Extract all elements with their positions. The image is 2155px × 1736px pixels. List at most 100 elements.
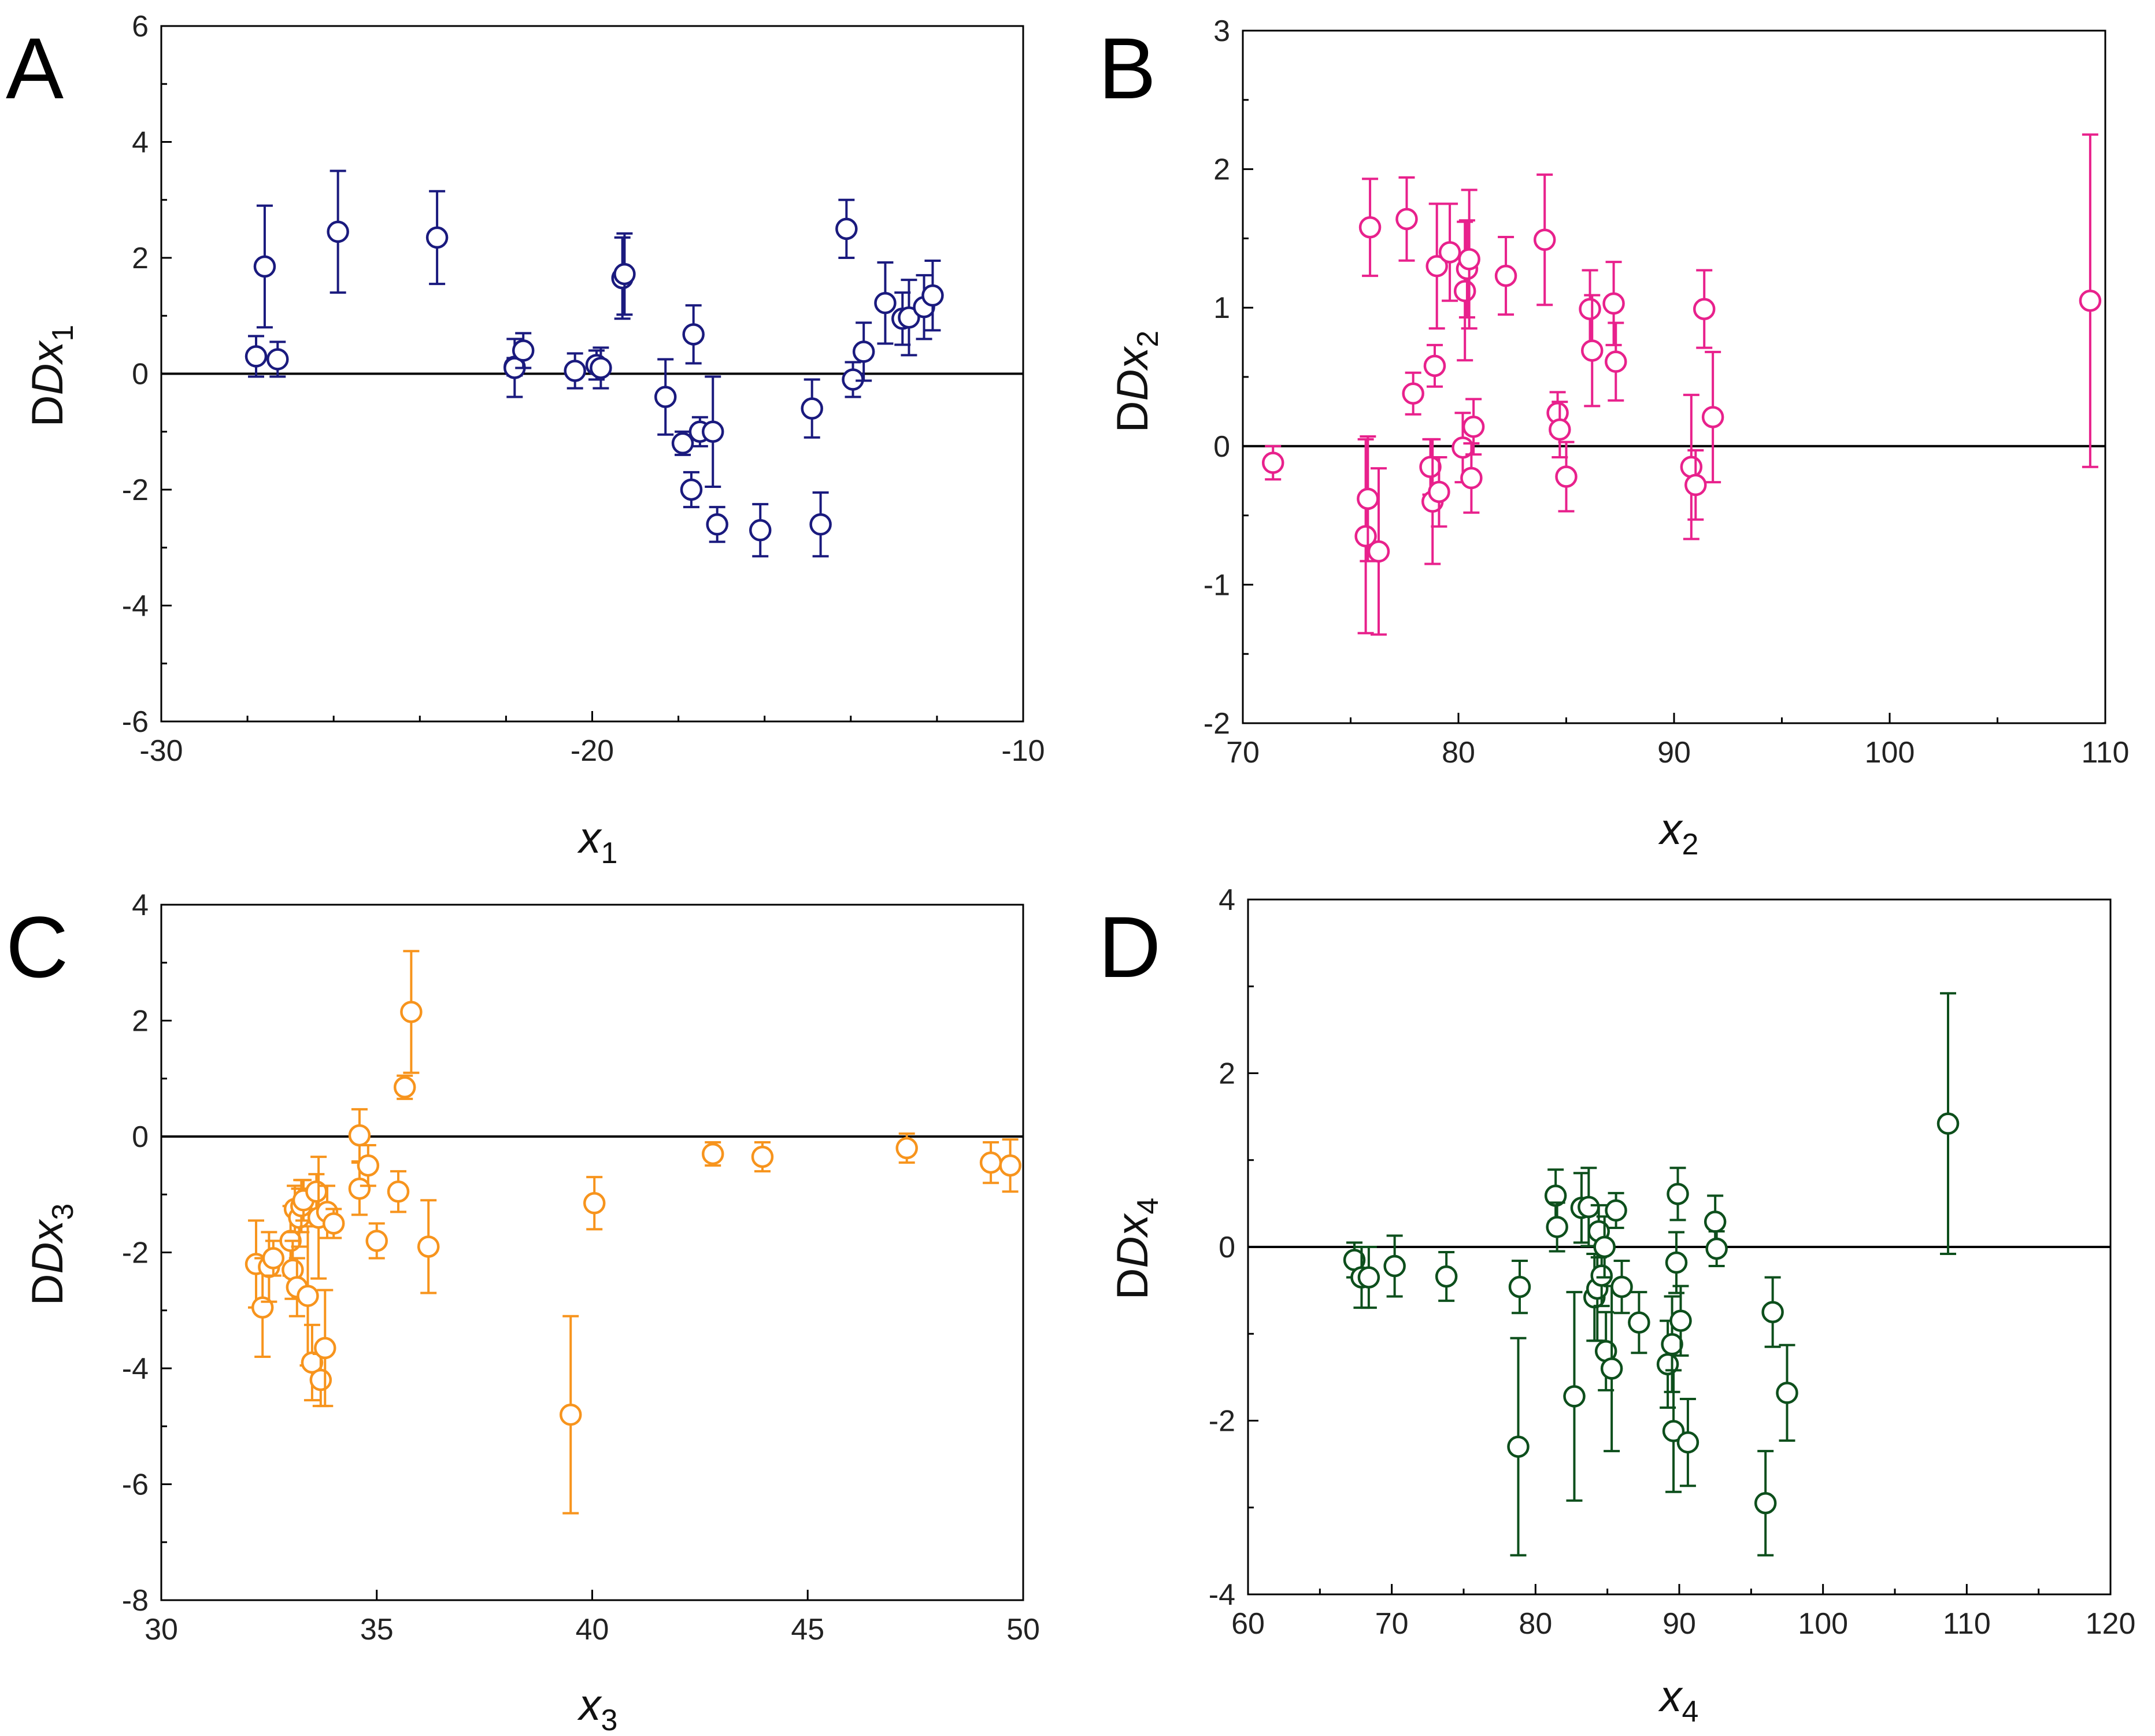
data-point-b <box>1494 264 1517 287</box>
data-point-d <box>1508 1275 1531 1298</box>
data-point-d <box>1662 1420 1685 1442</box>
data-point-d <box>1590 1264 1613 1287</box>
data-point-d <box>1776 1382 1798 1404</box>
data-point-d <box>1665 1251 1688 1274</box>
data-point-b <box>1357 487 1379 510</box>
data-point-c <box>387 1180 410 1203</box>
data-point-a <box>327 220 349 243</box>
data-point-b <box>1693 298 1716 320</box>
data-point-d <box>1761 1301 1784 1323</box>
data-point-b <box>1680 456 1703 478</box>
panel-d: D 60 70 80 90 100 110 120 -4 -2 0 2 4 x4 DDx4 <box>1098 883 2135 1728</box>
data-point-d <box>1600 1357 1623 1380</box>
data-point-b <box>1555 465 1578 488</box>
data-point-b <box>1419 456 1442 478</box>
data-point-c <box>297 1285 319 1307</box>
x-tick-label-c: 35 <box>360 1613 394 1646</box>
x-tick-label-d: 100 <box>1798 1607 1848 1641</box>
data-point-d <box>1628 1311 1650 1334</box>
data-point-d <box>1661 1333 1683 1356</box>
data-point-b <box>1423 354 1446 377</box>
y-tick-label-d: -2 <box>1209 1405 1235 1438</box>
data-point-d <box>1593 1235 1616 1258</box>
data-point-c <box>309 1368 332 1391</box>
data-point-b <box>1458 248 1480 271</box>
x-tick-label-b: 100 <box>1865 736 1915 769</box>
data-point-d <box>1435 1265 1458 1288</box>
data-point-b <box>1438 241 1461 264</box>
data-point-a <box>266 348 289 371</box>
y-tick-label-a: 2 <box>132 242 149 275</box>
x-tick-label-b: 90 <box>1657 736 1691 769</box>
data-point-c <box>393 1076 416 1099</box>
data-point-d <box>1676 1431 1699 1454</box>
y-tick-label-a: -2 <box>122 473 149 507</box>
y-tick-label-c: -6 <box>122 1468 149 1502</box>
y-tick-label-a: 6 <box>132 10 149 43</box>
data-point-b <box>1354 525 1377 547</box>
data-point-c <box>365 1230 388 1252</box>
y-axis-title-b: DDx2 <box>1108 331 1165 433</box>
y-axis-title-a: DDx1 <box>23 325 80 427</box>
data-point-b <box>1605 350 1627 373</box>
x-tick-label-b: 110 <box>2082 736 2130 769</box>
data-point-b <box>1395 208 1418 231</box>
data-points-b <box>1261 133 2102 636</box>
y-tick-label-c: 0 <box>132 1120 149 1154</box>
data-points-d <box>1343 992 1960 1557</box>
data-point-a <box>701 420 724 443</box>
data-point-b <box>1367 540 1390 563</box>
y-tick-label-b: 0 <box>1213 430 1230 464</box>
data-point-a <box>253 255 276 278</box>
panel-c: C 30 35 40 45 50 -8 -6 -4 -2 0 2 4 x3 DDx3 <box>6 889 1040 1736</box>
data-point-b <box>1358 216 1382 239</box>
x-tick-label-c: 30 <box>145 1613 178 1646</box>
data-point-c <box>999 1154 1021 1177</box>
x-tick-label-d: 60 <box>1231 1607 1265 1641</box>
data-point-a <box>706 513 728 536</box>
x-tick-label-c: 50 <box>1006 1613 1040 1646</box>
data-point-a <box>245 345 268 368</box>
x-tick-label-b: 80 <box>1442 736 1475 769</box>
data-point-d <box>1754 1491 1777 1515</box>
data-point-a <box>682 323 705 346</box>
data-point-a <box>842 368 864 391</box>
data-point-a <box>749 519 772 542</box>
y-tick-label-c: 2 <box>132 1005 149 1038</box>
data-point-b <box>2079 289 2102 312</box>
data-point-a <box>671 432 694 455</box>
data-point-b <box>1549 418 1571 441</box>
data-point-c <box>895 1137 918 1160</box>
data-point-b <box>1533 228 1556 251</box>
data-point-b <box>1602 292 1625 315</box>
y-tick-label-d: -4 <box>1209 1578 1235 1612</box>
data-point-d <box>1610 1275 1633 1298</box>
data-point-a <box>654 386 677 408</box>
data-point-b <box>1462 416 1485 438</box>
data-point-c <box>751 1145 774 1168</box>
data-point-d <box>1383 1254 1406 1278</box>
panel-letter-a: A <box>6 20 64 117</box>
ticks-c: 30 35 40 45 50 -8 -6 -4 -2 0 2 4 <box>122 889 1040 1646</box>
data-point-a <box>835 217 858 240</box>
x-tick-label-d: 120 <box>2086 1607 2136 1641</box>
y-axis-title-c: DDx3 <box>23 1204 80 1306</box>
x-tick-label-a: -20 <box>571 734 614 768</box>
data-point-a <box>590 357 612 379</box>
ticks-b: 70 80 90 100 110 -2 -1 0 1 2 3 <box>1204 14 2130 769</box>
y-tick-label-d: 2 <box>1219 1057 1235 1091</box>
data-point-b <box>1261 451 1284 474</box>
data-point-a <box>512 339 535 362</box>
x-tick-label-d: 80 <box>1519 1607 1552 1641</box>
panel-letter-d: D <box>1098 898 1161 995</box>
data-point-b <box>1684 473 1707 497</box>
data-point-c <box>348 1177 371 1200</box>
x-tick-label-d: 70 <box>1375 1607 1409 1641</box>
y-tick-label-a: 0 <box>132 358 149 391</box>
data-point-a <box>852 340 875 363</box>
panel-letter-b: B <box>1098 20 1156 117</box>
data-point-d <box>1544 1185 1567 1207</box>
data-point-c <box>262 1247 285 1269</box>
data-point-b <box>1579 298 1601 320</box>
